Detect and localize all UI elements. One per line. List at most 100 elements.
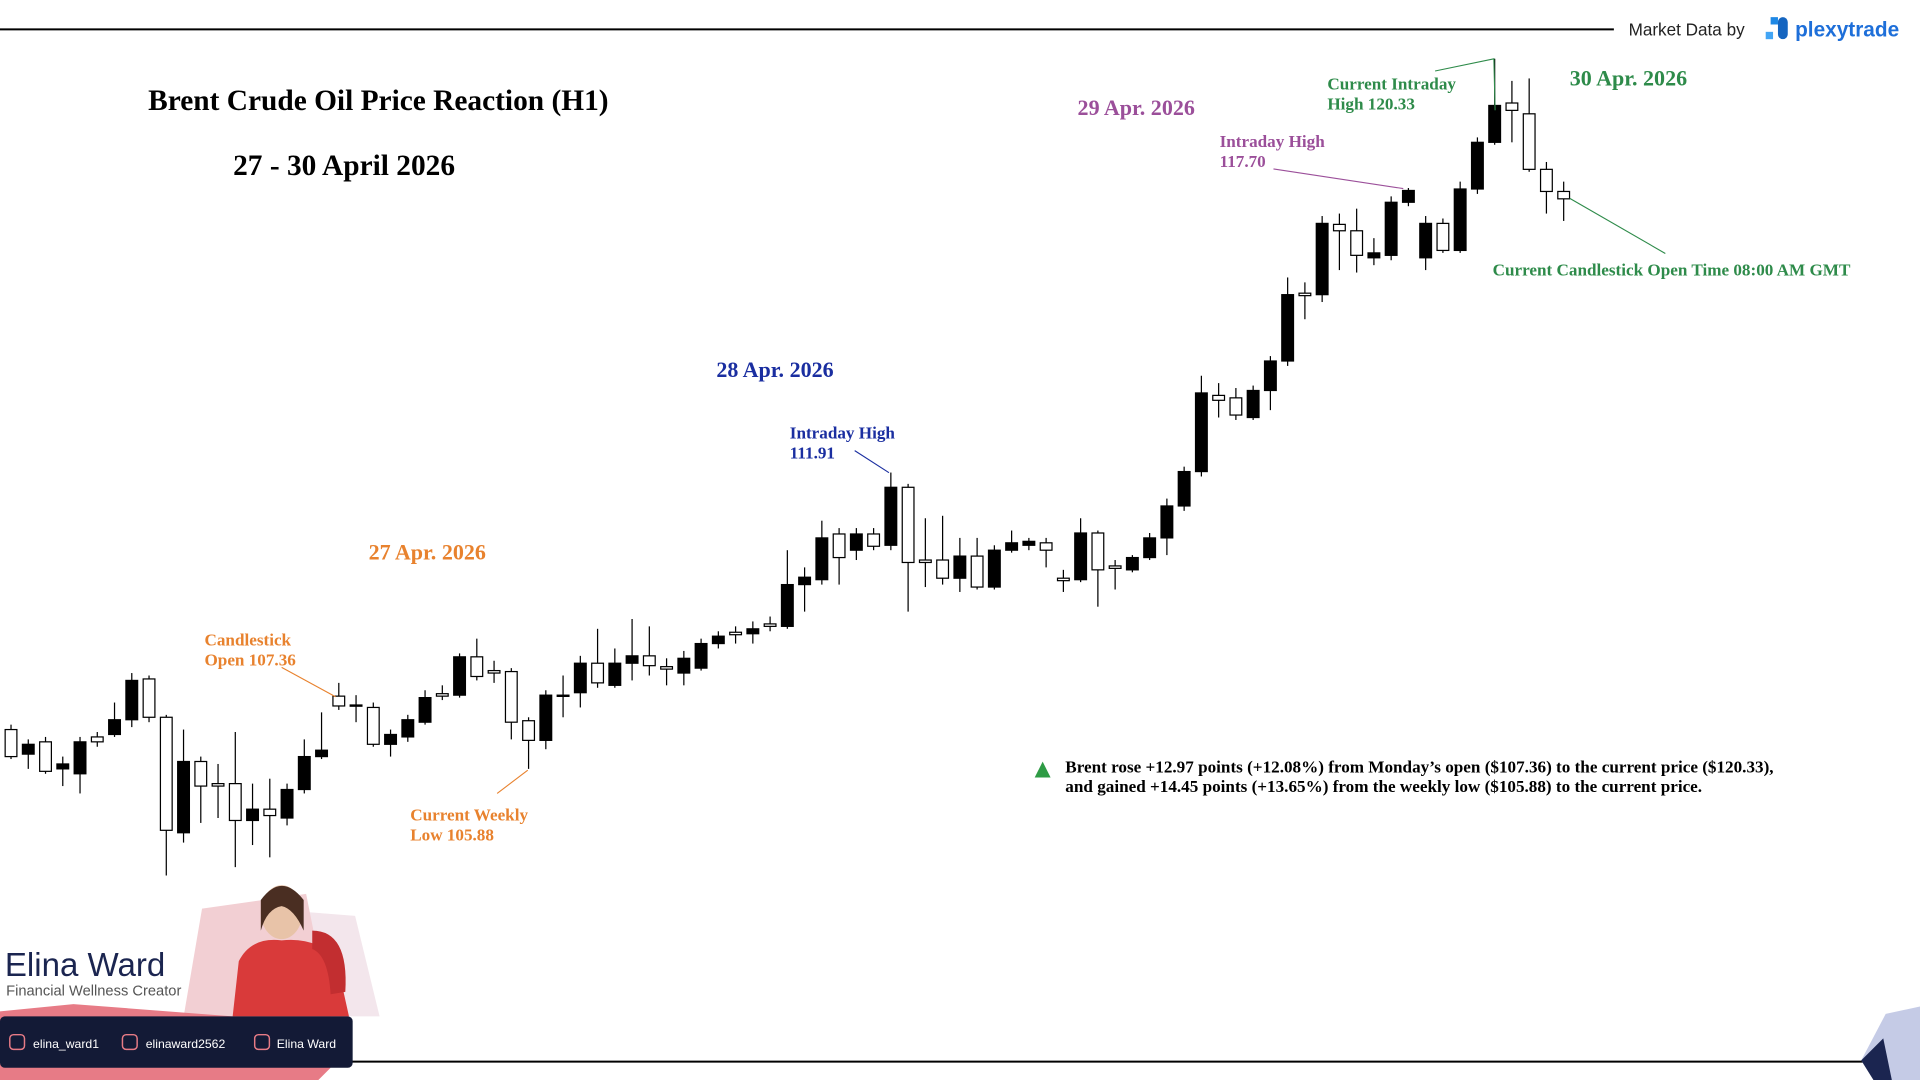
candle-body	[332, 695, 346, 707]
candle-body	[435, 693, 449, 697]
candle-body	[73, 741, 87, 775]
candle-body	[780, 583, 794, 627]
candle-body	[504, 670, 518, 723]
x-icon	[121, 1033, 138, 1051]
candle-body	[1143, 537, 1157, 559]
annotation-label: 117.70	[1220, 152, 1266, 171]
date-label: 29 Apr. 2026	[1078, 95, 1195, 120]
candle-body	[366, 706, 380, 745]
candle-body	[1022, 540, 1036, 546]
candle-body	[1108, 565, 1122, 569]
candle-body	[918, 559, 932, 564]
social-handle: elinaward2562	[146, 1037, 226, 1051]
social-handle: elina_ward1	[33, 1037, 99, 1051]
candle-body	[280, 788, 294, 819]
candle-body	[56, 763, 70, 770]
candle-body	[608, 662, 622, 686]
annotation-label: Candlestick	[204, 630, 291, 649]
candle-body	[1557, 190, 1571, 200]
up-triangle	[1034, 761, 1051, 778]
candles	[4, 58, 1571, 876]
annotation-leader	[854, 450, 890, 474]
candle-body	[677, 657, 691, 674]
candle-body	[401, 719, 415, 738]
candle-body	[1384, 201, 1398, 256]
candle-body	[798, 576, 812, 586]
candle-body	[1229, 397, 1243, 416]
candle-body	[4, 728, 18, 758]
candle-body	[297, 755, 311, 791]
date-label: 27 Apr. 2026	[369, 540, 486, 565]
candle-body	[1419, 222, 1433, 259]
candle-body	[39, 741, 53, 772]
candle-body	[867, 533, 881, 547]
creator-role: Financial Wellness Creator	[6, 984, 181, 1000]
annotation-label: High 120.33	[1327, 95, 1415, 114]
candle-body	[211, 783, 225, 787]
candle-body	[694, 642, 708, 669]
candle-body	[194, 760, 208, 787]
candle-body	[1039, 542, 1053, 551]
candle-body	[90, 736, 104, 743]
corner-shape	[1861, 1038, 1892, 1080]
candle-body	[1350, 230, 1364, 256]
portrait-body	[232, 939, 349, 1017]
candle-body	[1522, 113, 1536, 170]
candle-body	[159, 716, 173, 831]
instagram-icon	[9, 1033, 26, 1051]
candle-body	[349, 704, 363, 707]
annotation-label: Current Candlestick Open Time 08:00 AM G…	[1493, 261, 1851, 280]
candle-body	[660, 666, 674, 670]
candle-body	[453, 656, 467, 696]
portrait-scarf	[312, 930, 346, 995]
candle-body	[108, 719, 122, 736]
candle-body	[729, 631, 743, 636]
note-line: Brent rose +12.97 points (+12.08%) from …	[1065, 758, 1773, 777]
candle-body	[591, 662, 605, 684]
candle-body	[418, 697, 432, 723]
candle-body	[901, 486, 915, 564]
candle-body	[228, 783, 242, 822]
candle-body	[936, 559, 950, 579]
candle-body	[315, 749, 329, 758]
candle-body	[1246, 389, 1260, 419]
candle-body	[142, 678, 156, 718]
candle-body	[849, 533, 863, 551]
candle-body	[246, 808, 260, 822]
candle-body	[539, 694, 553, 741]
candle-body	[384, 733, 398, 745]
candle-body	[746, 628, 760, 635]
candle-body	[1505, 102, 1519, 111]
candle-body	[1005, 542, 1019, 551]
portrait-hair	[260, 885, 304, 931]
candle-body	[177, 760, 191, 834]
candle-body	[1194, 392, 1208, 473]
candle-body	[970, 555, 984, 588]
annotation-label: Open 107.36	[204, 651, 296, 670]
candle-body	[1315, 222, 1329, 296]
annotation-leader	[281, 666, 336, 698]
annotation-leader	[1434, 58, 1496, 111]
candle-body	[1488, 104, 1502, 143]
annotation-leader	[1273, 168, 1404, 190]
candle-body	[1091, 532, 1105, 571]
facebook-icon	[253, 1033, 271, 1051]
candle-body	[1539, 168, 1553, 193]
candle-body	[1298, 292, 1312, 297]
annotation-label: Intraday High	[790, 423, 896, 442]
social-bar	[0, 1016, 353, 1068]
candle-body	[125, 679, 139, 721]
annotation-label: Current Intraday	[1327, 74, 1456, 93]
annotation-leader	[496, 769, 529, 794]
social-handle: Elina Ward	[277, 1037, 337, 1051]
candle-body	[1470, 141, 1484, 190]
candle-body	[642, 655, 656, 667]
candle-body	[263, 808, 277, 817]
candle-body	[763, 623, 777, 627]
market-data-label: Market Data by	[1629, 20, 1746, 40]
date-label: 28 Apr. 2026	[716, 357, 833, 382]
candle-body	[884, 486, 898, 546]
candle-body	[1125, 556, 1139, 571]
note-line: and gained +14.45 points (+13.65%) from …	[1065, 777, 1702, 796]
